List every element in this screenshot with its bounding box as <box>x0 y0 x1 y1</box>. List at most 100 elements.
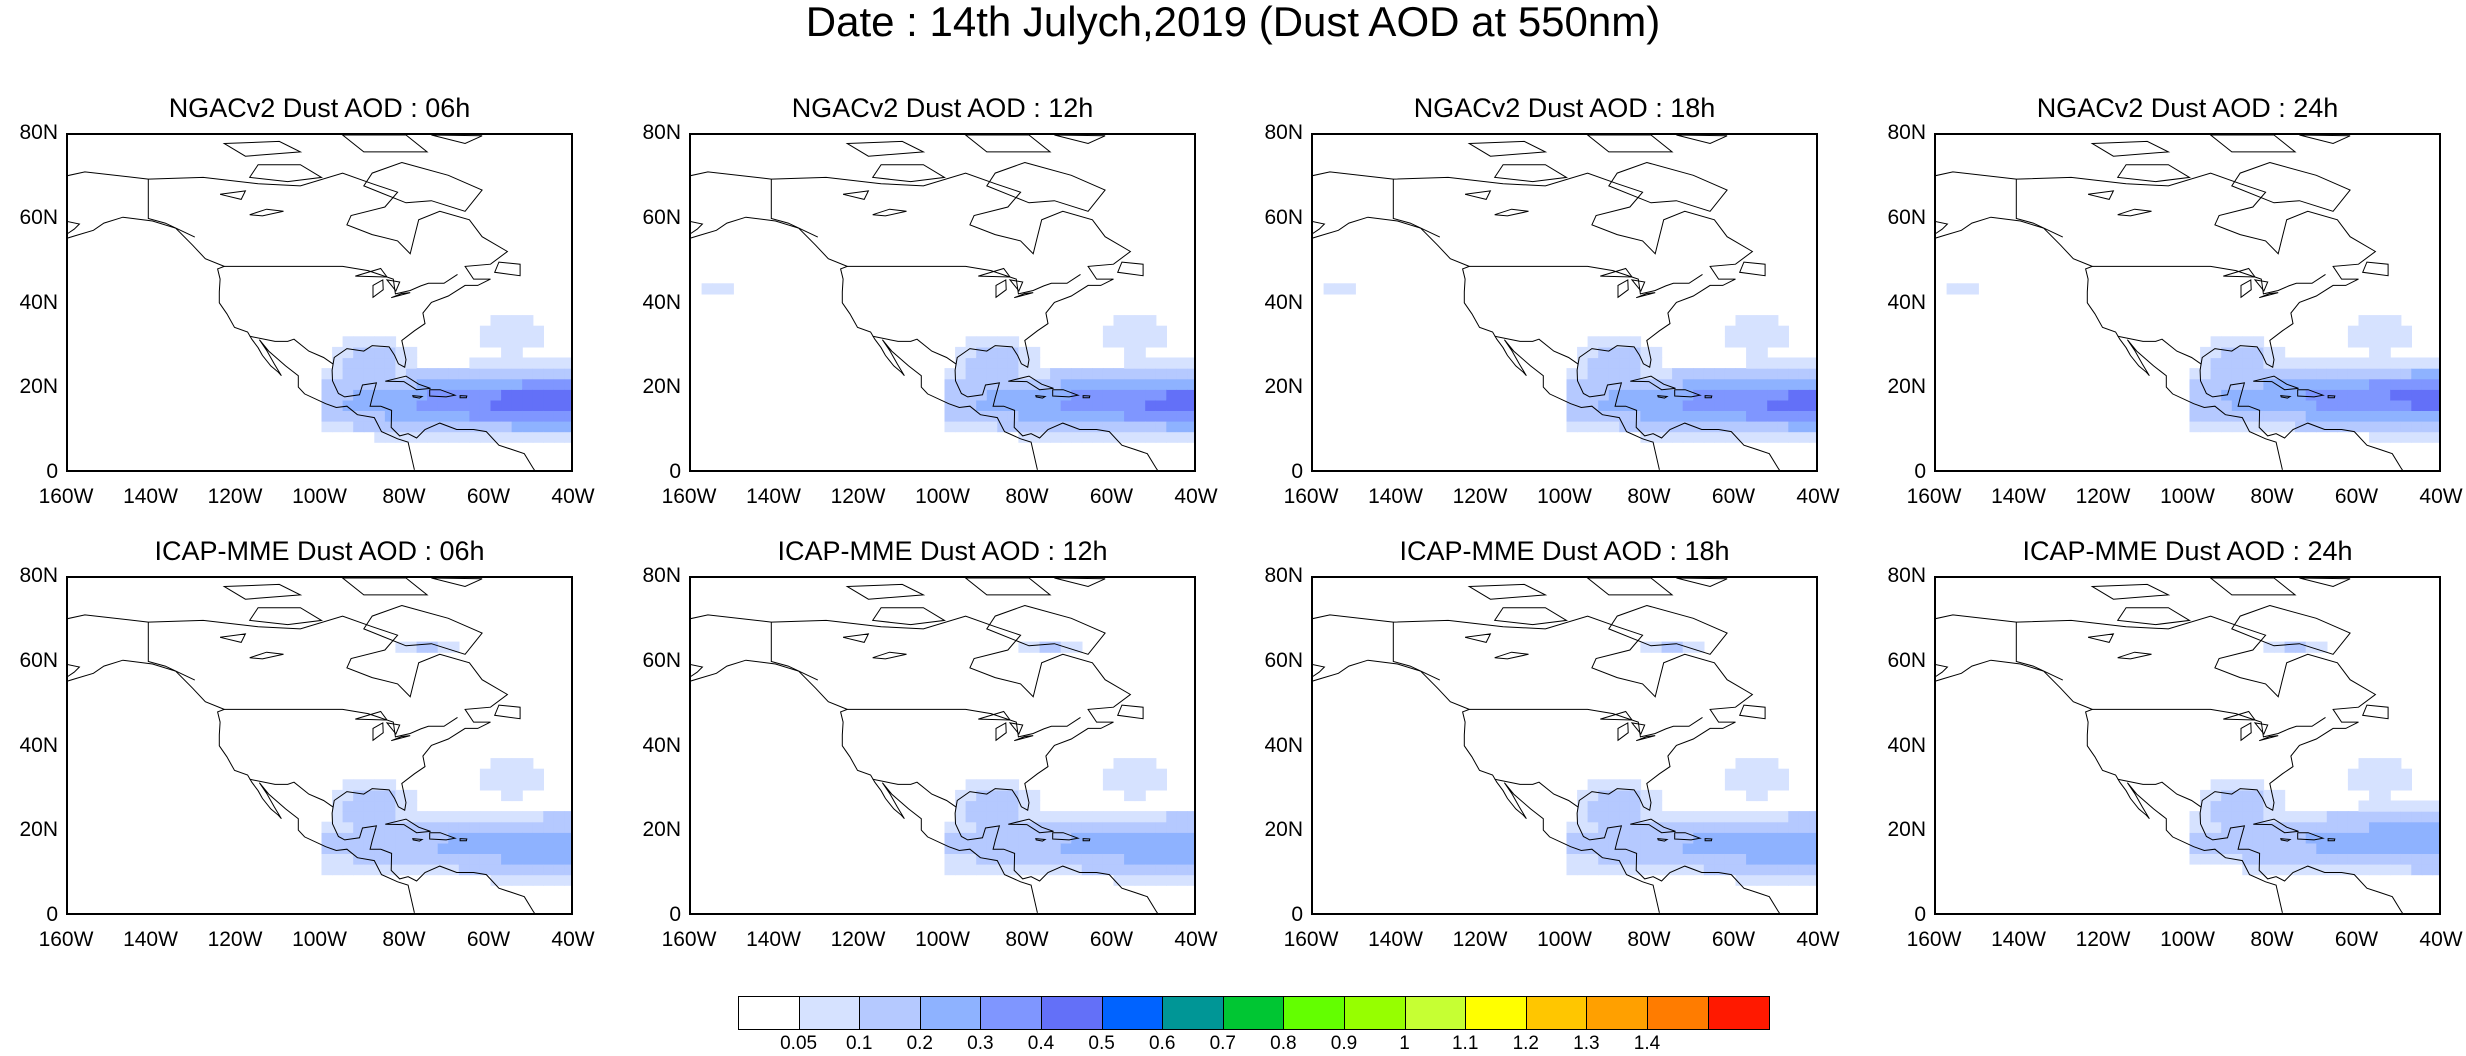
aod-cell <box>1798 368 1811 380</box>
island-outline <box>1586 578 1674 596</box>
aod-cell <box>2400 832 2412 844</box>
aod-cell <box>1007 800 1020 812</box>
aod-cell <box>469 832 481 844</box>
aod-cell <box>1735 832 1747 844</box>
aod-cell <box>2369 853 2381 865</box>
aod-cell <box>2274 357 2286 369</box>
aod-cell <box>1735 336 1747 348</box>
aod-cell <box>342 399 354 411</box>
aod-cell <box>1166 811 1178 823</box>
aod-cell <box>2369 325 2381 337</box>
aod-cell <box>1756 315 1768 327</box>
aod-cell <box>532 874 544 886</box>
aod-cell <box>976 811 988 823</box>
aod-cell <box>437 811 449 823</box>
aod-cell <box>1007 821 1020 833</box>
aod-cell <box>1166 832 1178 844</box>
aod-cell <box>2411 389 2423 401</box>
panel-title: NGACv2 Dust AOD : 24h <box>2036 93 2339 123</box>
aod-cell <box>1134 758 1146 770</box>
aod-cell <box>1788 832 1800 844</box>
aod-cell <box>2337 842 2349 854</box>
aod-cell <box>2369 768 2381 780</box>
aod-cell <box>1060 389 1072 401</box>
island-outline <box>222 583 303 600</box>
aod-cell <box>1155 378 1167 390</box>
aod-cell <box>427 832 439 844</box>
aod-cell <box>1166 378 1178 390</box>
aod-cell <box>2295 832 2307 844</box>
island-outline <box>459 395 468 399</box>
aod-cell <box>1629 389 1642 401</box>
aod-cell <box>1060 378 1072 390</box>
aod-cell <box>2263 789 2275 802</box>
aod-cell <box>1724 421 1737 433</box>
aod-cell <box>1134 421 1146 433</box>
aod-cell <box>2221 357 2233 369</box>
aod-cell <box>2284 864 2296 876</box>
aod-cell <box>2379 357 2391 369</box>
aod-cell <box>1566 864 1578 876</box>
aod-cell <box>501 864 513 876</box>
aod-cell <box>1050 821 1062 833</box>
aod-cell <box>532 357 544 369</box>
aod-cell <box>1629 378 1642 390</box>
aod-cell <box>2189 410 2201 422</box>
alaska-canada-border <box>770 179 819 238</box>
aod-cell <box>1661 399 1673 411</box>
aod-cell <box>1651 641 1663 653</box>
aod-cell <box>1682 410 1694 422</box>
aod-cell <box>1767 315 1779 327</box>
aod-cell <box>2411 399 2423 411</box>
aod-cell <box>532 378 544 390</box>
aod-cell <box>1756 421 1768 433</box>
aod-cell <box>1682 389 1694 401</box>
aod-cell <box>997 389 1009 401</box>
aod-cell <box>2200 421 2212 433</box>
island-outline <box>2297 389 2325 398</box>
aod-cell <box>395 357 407 369</box>
aod-cell <box>458 821 470 833</box>
colorbar-tick-label: 0.05 <box>780 1033 818 1054</box>
island-outline <box>1676 135 1728 145</box>
aod-cell <box>955 864 967 876</box>
aod-cell <box>1693 842 1705 854</box>
aod-cell <box>1166 864 1178 876</box>
aod-cell <box>1018 853 1030 865</box>
aod-cell <box>1124 779 1136 791</box>
coastline <box>1313 171 1780 470</box>
island-outline <box>1493 607 1568 626</box>
aod-cell <box>1007 399 1020 411</box>
aod-cell <box>2210 842 2222 854</box>
aod-cell <box>1693 410 1705 422</box>
aod-cell <box>1746 325 1758 337</box>
aod-cell <box>363 410 375 422</box>
aod-cell <box>1746 864 1758 876</box>
aod-cell <box>395 399 407 411</box>
aod-cell <box>2263 800 2275 812</box>
aod-cell <box>553 874 566 886</box>
aod-cell <box>2295 378 2307 390</box>
aod-cell <box>342 779 354 791</box>
aod-cell <box>479 357 492 369</box>
aod-cell <box>1703 410 1715 422</box>
aod-cell <box>2263 368 2275 380</box>
aod-cell <box>1134 832 1146 844</box>
aod-cell <box>2210 389 2222 401</box>
aod-cell <box>321 389 333 401</box>
aod-cell <box>469 378 481 390</box>
aod-cell <box>384 357 397 369</box>
lon-tick-label: 60W <box>1089 485 1134 508</box>
aod-cell <box>2379 431 2391 443</box>
aod-cell <box>2242 864 2254 876</box>
aod-cell <box>342 821 354 833</box>
aod-cell <box>1007 853 1020 865</box>
aod-cell <box>955 842 967 854</box>
aod-cell <box>1155 336 1167 348</box>
aod-cell <box>1113 779 1125 791</box>
aod-cell <box>332 800 344 812</box>
lake-outline <box>978 267 1012 278</box>
panel-title: ICAP-MME Dust AOD : 18h <box>1399 536 1730 566</box>
aod-cell <box>564 874 571 886</box>
aod-cell <box>384 853 397 865</box>
